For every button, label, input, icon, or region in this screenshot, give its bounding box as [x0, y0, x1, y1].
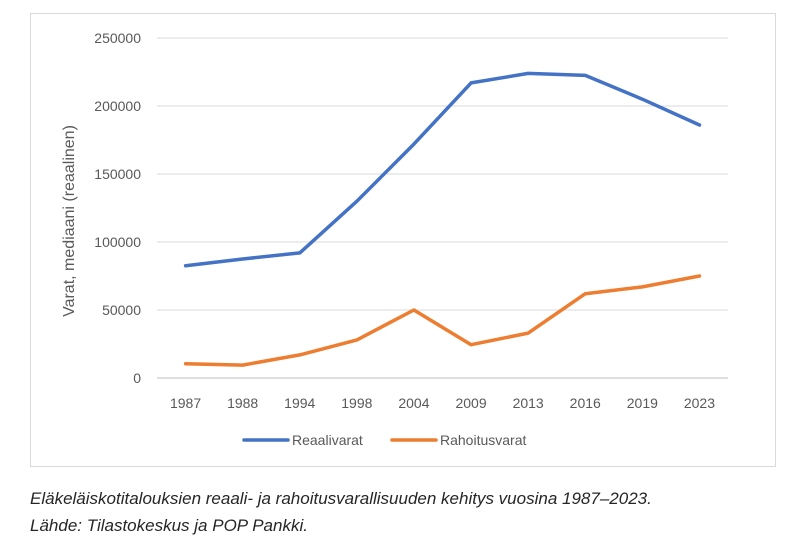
x-tick-label: 2016 — [570, 395, 601, 411]
figure-caption: Eläkeläiskotitalouksien reaali- ja rahoi… — [30, 489, 652, 508]
legend-label: Reaalivarat — [292, 432, 363, 448]
x-tick-label: 2019 — [627, 395, 658, 411]
series-lines — [183, 71, 702, 367]
x-tick-label: 2013 — [513, 395, 544, 411]
legend: Reaalivarat Rahoitusvarat — [242, 432, 526, 448]
y-tick-label: 150000 — [94, 166, 141, 182]
y-tick-label: 50000 — [102, 302, 141, 318]
y-tick-label: 200000 — [94, 98, 141, 114]
y-axis-title: Varat, mediaani (reaalinen) — [61, 125, 78, 317]
series-line-reaalivarat — [183, 71, 702, 268]
x-tick-label: 2004 — [398, 395, 429, 411]
x-tick-label: 1988 — [227, 395, 258, 411]
y-tick-label: 250000 — [94, 30, 141, 46]
y-tick-label: 0 — [133, 370, 141, 386]
gridlines — [157, 37, 728, 379]
y-tick-label: 100000 — [94, 234, 141, 250]
y-axis-ticks: 0 50000 100000 150000 200000 250000 — [94, 30, 141, 386]
x-tick-label: 2023 — [684, 395, 715, 411]
figure-source: Lähde: Tilastokeskus ja POP Pankki. — [30, 516, 308, 535]
legend-label: Rahoitusvarat — [440, 432, 526, 448]
series-line-rahoitusvarat — [183, 274, 702, 367]
chart-container: 0 50000 100000 150000 200000 250000 1987 1988 1… — [30, 13, 776, 467]
x-tick-label: 1994 — [284, 395, 315, 411]
x-axis-ticks: 1987 1988 1994 1998 2004 2009 2013 2016 2019 2023 — [170, 395, 715, 411]
x-tick-label: 1998 — [341, 395, 372, 411]
x-tick-label: 1987 — [170, 395, 201, 411]
x-tick-label: 2009 — [455, 395, 486, 411]
